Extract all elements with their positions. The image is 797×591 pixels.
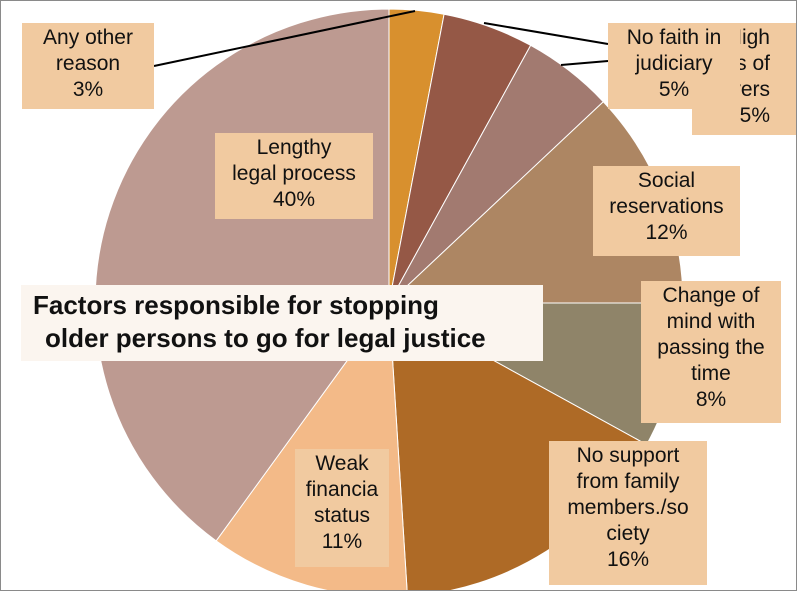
data-label-no-support-from-family: No support from family members./so ciety… <box>549 441 707 585</box>
data-label-any-other-reason: Any other reason 3% <box>22 23 154 109</box>
chart-title: Factors responsible for stopping older p… <box>21 285 543 361</box>
data-label-lengthy-legal-process: Lengthy legal process 40% <box>215 133 373 219</box>
leader-line-high-costs-of-lawyers <box>560 60 609 66</box>
data-label-social-reservations: Social reservations 12% <box>593 166 740 256</box>
leader-line-any-other-reason <box>153 10 416 67</box>
data-label-change-of-mind: Change of mind with passing the time 8% <box>641 281 781 423</box>
leader-lines <box>153 10 609 67</box>
leader-line-no-faith-in-judiciary <box>483 22 609 45</box>
chart-title-line-2: older persons to go for legal justice <box>45 323 486 353</box>
data-label-weak-financial-status: Weak financia status 11% <box>295 449 389 567</box>
data-label-no-faith-in-judiciary: No faith in judiciary 5% <box>608 23 740 109</box>
chart-title-line-1: Factors responsible for stopping <box>33 290 439 320</box>
